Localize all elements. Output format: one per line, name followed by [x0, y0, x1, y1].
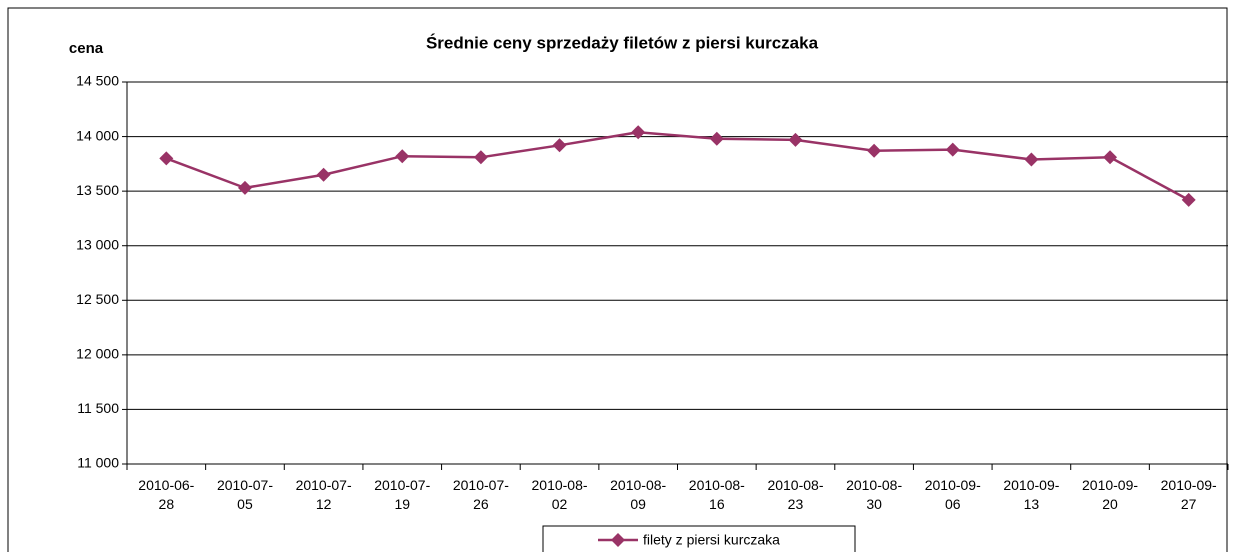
legend-label: filety z piersi kurczaka [643, 532, 780, 548]
data-point [316, 167, 331, 182]
x-tick-label: 2010-09-13 [1003, 477, 1059, 512]
x-tick-label: 2010-09-27 [1161, 477, 1217, 512]
x-tick-label: 2010-07-26 [453, 477, 509, 512]
x-tick-label: 2010-07-19 [374, 477, 430, 512]
y-tick-label: 12 000 [76, 346, 119, 362]
x-tick-label: 2010-07-12 [296, 477, 352, 512]
data-point [1181, 192, 1196, 207]
y-tick-label: 14 000 [76, 127, 119, 143]
y-tick-label: 14 500 [76, 73, 119, 89]
data-point [631, 125, 646, 140]
data-point [237, 180, 252, 195]
data-point [709, 131, 724, 146]
data-point [1024, 152, 1039, 167]
y-axis-label: cena [69, 40, 104, 57]
data-point [945, 142, 960, 157]
y-tick-label: 11 500 [77, 400, 119, 416]
data-point [788, 132, 803, 147]
x-tick-label: 2010-09-20 [1082, 477, 1138, 512]
y-tick-label: 12 500 [76, 291, 119, 307]
data-point [159, 151, 174, 166]
x-tick-label: 2010-08-16 [689, 477, 745, 512]
data-point [395, 149, 410, 164]
x-tick-label: 2010-08-23 [767, 477, 823, 512]
y-tick-label: 13 000 [76, 236, 119, 252]
x-tick-label: 2010-06-28 [138, 477, 194, 512]
data-point [473, 150, 488, 165]
legend-box [542, 525, 856, 552]
x-tick-label: 2010-09-06 [925, 477, 981, 512]
legend-marker [611, 533, 625, 547]
y-tick-label: 11 000 [77, 455, 119, 471]
y-tick-label: 13 500 [76, 182, 119, 198]
chart-frame [7, 7, 1228, 552]
chart-title: Średnie ceny sprzedaży filetów z piersi … [426, 33, 819, 52]
series-line [165, 130, 1190, 201]
x-tick-label: 2010-08-30 [846, 477, 902, 512]
x-tick-label: 2010-08-02 [532, 477, 588, 512]
data-point [552, 138, 567, 153]
x-tick-label: 2010-07-05 [217, 477, 273, 512]
data-point [1103, 150, 1118, 165]
x-tick-label: 2010-08-09 [610, 477, 666, 512]
data-point [867, 143, 882, 158]
